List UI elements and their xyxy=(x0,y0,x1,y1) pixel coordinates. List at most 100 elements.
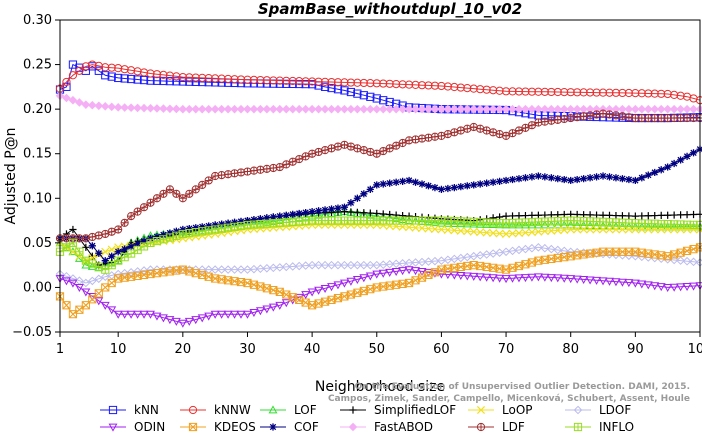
data-point-cof xyxy=(502,176,510,185)
data-point-ldof xyxy=(113,269,123,279)
data-point-loop xyxy=(463,227,472,236)
data-point-lof xyxy=(521,220,530,229)
data-point-ldof xyxy=(126,267,136,277)
data-point-cof xyxy=(670,159,678,168)
data-point-cof xyxy=(580,175,588,183)
data-point-ldof xyxy=(456,253,466,263)
data-point-knnw xyxy=(495,86,504,95)
data-point-lof xyxy=(482,219,492,228)
data-point-odin xyxy=(475,273,485,282)
legend: kNN kNNW LOF SimplifiedLOF LoOP LDOF ODIN KDEOS… xyxy=(100,403,634,434)
data-point-simplifiedlof xyxy=(541,211,549,219)
data-point-ldof xyxy=(346,260,356,270)
data-point-cof xyxy=(327,205,336,213)
y-axis: −0.05 0.00 0.05 0.10 0.15 0.20 0.25 0.30 xyxy=(12,13,60,340)
data-point-knnw xyxy=(443,82,452,91)
legend-label: ODIN xyxy=(134,420,165,434)
data-point-ldf xyxy=(424,133,433,142)
data-point-ldf xyxy=(443,130,452,139)
data-point-odin xyxy=(592,276,602,285)
data-point-loop xyxy=(489,229,498,238)
data-point-fastabod xyxy=(165,104,175,114)
data-point-fastabod xyxy=(501,104,511,114)
data-point-cof xyxy=(567,176,575,185)
data-point-odin xyxy=(611,278,621,287)
data-point-knnw xyxy=(211,74,220,83)
data-point-knn xyxy=(320,82,330,91)
data-point-ldof xyxy=(501,247,511,257)
data-point-odin xyxy=(165,316,175,325)
data-point-ldf xyxy=(159,189,168,198)
x-tick-label: 60 xyxy=(433,342,450,357)
data-point-ldf xyxy=(249,166,259,175)
data-point-cof xyxy=(508,175,517,184)
x-tick-label: 80 xyxy=(562,342,579,357)
data-point-cof xyxy=(657,166,665,174)
data-point-cof xyxy=(521,174,530,182)
data-point-cof xyxy=(379,180,387,188)
data-point-cof xyxy=(172,227,180,235)
data-point-ldf xyxy=(178,194,187,203)
data-point-fastabod xyxy=(553,104,563,114)
data-point-ldof xyxy=(424,257,433,266)
data-point-knnw xyxy=(68,71,78,80)
data-point-odin xyxy=(495,274,505,283)
data-point-loop xyxy=(502,229,511,238)
data-point-fastabod xyxy=(443,104,453,114)
data-point-inflo xyxy=(75,247,84,256)
data-point-lof xyxy=(540,220,550,229)
data-point-ldf xyxy=(456,126,465,135)
data-point-fastabod xyxy=(682,104,692,114)
data-point-simplifiedlof xyxy=(670,211,678,219)
data-point-simplifiedlof xyxy=(528,211,536,220)
data-point-knnw xyxy=(579,88,588,97)
data-point-ldf xyxy=(476,124,485,133)
data-point-fastabod xyxy=(197,104,207,114)
data-point-knn xyxy=(372,94,381,103)
data-point-fastabod xyxy=(650,104,660,114)
legend-label: KDEOS xyxy=(214,420,256,434)
data-point-cof xyxy=(108,252,116,260)
data-point-knn xyxy=(172,77,181,86)
data-point-ldof xyxy=(482,250,491,259)
series-kdeos xyxy=(55,243,702,319)
data-point-knnw xyxy=(424,81,433,90)
data-point-cof xyxy=(185,224,193,233)
data-point-fastabod xyxy=(262,104,272,114)
legend-item-lof: LOF xyxy=(260,403,317,417)
data-point-odin xyxy=(566,275,576,284)
x-tick-label: 10 xyxy=(110,342,127,357)
data-point-ldf xyxy=(534,118,543,127)
x-axis-title: Neighborhood size xyxy=(315,379,445,395)
data-point-ldof xyxy=(378,260,388,270)
data-point-knnw xyxy=(327,77,336,87)
data-point-simplifiedlof xyxy=(651,211,659,220)
data-point-knnw xyxy=(482,85,491,94)
data-point-ldf xyxy=(560,114,569,124)
data-point-odin xyxy=(68,279,78,288)
data-point-odin xyxy=(508,274,517,283)
data-point-fastabod xyxy=(288,104,298,114)
data-point-ldf xyxy=(482,126,491,135)
data-point-knnw xyxy=(165,71,174,80)
data-point-fastabod xyxy=(320,104,330,114)
data-point-cof xyxy=(101,257,109,265)
data-point-fastabod xyxy=(275,104,285,114)
data-point-cof xyxy=(146,234,155,242)
data-point-odin xyxy=(391,268,401,277)
data-point-ldof xyxy=(94,274,104,284)
data-point-ldf xyxy=(146,198,155,207)
data-point-ldof xyxy=(359,260,369,270)
data-point-ldf xyxy=(346,142,356,151)
legend-label: SimplifiedLOF xyxy=(374,403,456,417)
data-point-cof xyxy=(114,248,122,256)
data-point-cof xyxy=(153,233,161,241)
data-point-knn xyxy=(185,77,194,86)
data-point-knnw xyxy=(527,87,537,96)
data-point-ldof xyxy=(417,257,427,267)
data-point-odin xyxy=(139,310,149,319)
data-point-ldf xyxy=(333,142,343,151)
data-point-lof xyxy=(68,247,78,256)
data-point-fastabod xyxy=(411,104,420,114)
data-point-ldf xyxy=(204,176,213,185)
